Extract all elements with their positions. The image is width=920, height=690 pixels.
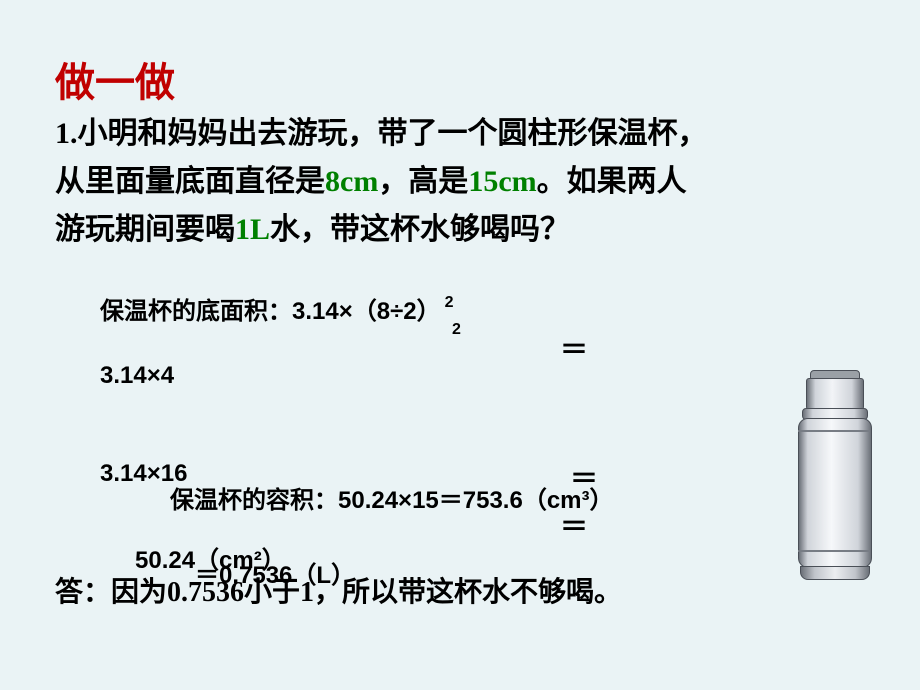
text: 水，带这杯水够喝吗？ (270, 213, 570, 246)
section-title: 做一做 (55, 50, 175, 108)
diameter-value: 8cm (325, 165, 378, 198)
volume-line: 保温杯的容积：50.24×15＝753.6（cm³） (170, 480, 614, 515)
flask-lid (806, 378, 864, 410)
flask-line-2 (798, 550, 870, 552)
step-line-2: 3.14×4 ＝ (100, 359, 730, 393)
flask-line-1 (798, 430, 870, 432)
exponent-2: 2 (445, 294, 454, 311)
text: 从里面量底面直径是 (55, 165, 325, 198)
solution-block: 保温杯的底面积：3.14×（8÷2）2 2 ＝ 3.14×4 ＝ (100, 295, 730, 404)
answer-line: 答：因为0.7536小于1，所以带这杯水不够喝。 (55, 570, 622, 610)
height-value: 15cm (468, 165, 536, 198)
problem-line-2: 从里面量底面直径是8cm，高是15cm。如果两人 (55, 158, 835, 206)
base-area-expr: 3.14×（8÷2） (292, 298, 441, 325)
problem-text: 1.小明和妈妈出去游玩，带了一个圆柱形保温杯， 从里面量底面直径是8cm，高是1… (55, 110, 835, 254)
flask-base (800, 566, 870, 580)
base-area-line: 保温杯的底面积：3.14×（8÷2）2 2 ＝ (100, 295, 730, 329)
flask-body (798, 418, 872, 568)
volume-label: 保温杯的容积： (170, 487, 338, 514)
text: ，高是 (378, 165, 468, 198)
base-area-label: 保温杯的底面积： (100, 298, 292, 325)
problem-line-1: 1.小明和妈妈出去游玩，带了一个圆柱形保温杯， (55, 110, 835, 158)
problem-line-3: 游玩期间要喝1L水，带这杯水够喝吗？ (55, 206, 835, 254)
step2-expr: 3.14×4 (100, 362, 174, 389)
text: 游玩期间要喝 (55, 213, 235, 246)
thermos-illustration (798, 370, 870, 580)
volume-value: 1L (235, 213, 270, 246)
text: 。如果两人 (537, 165, 687, 198)
exponent-2b: 2 (452, 319, 461, 341)
equals-3: ＝ (560, 505, 588, 545)
